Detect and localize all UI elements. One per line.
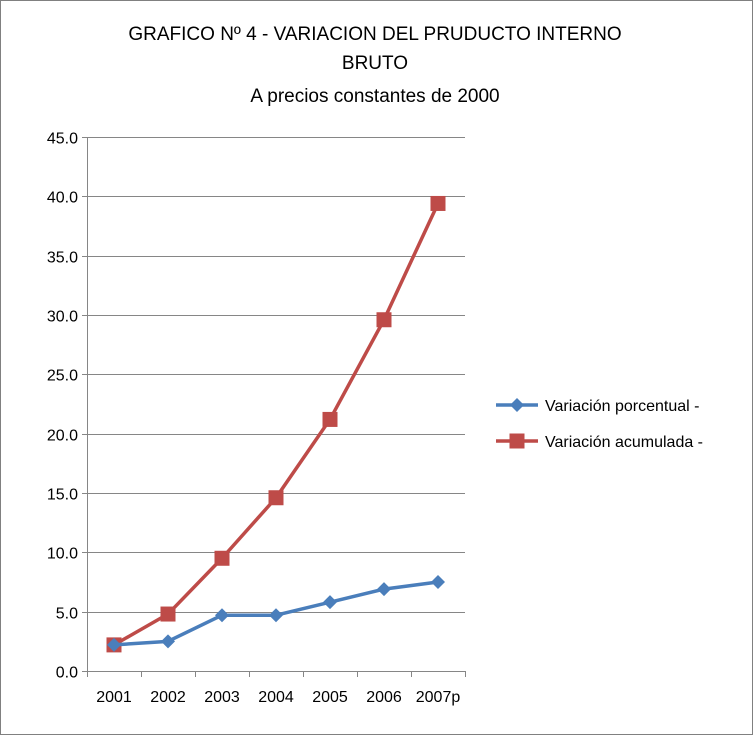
legend-diamond-marker	[510, 398, 524, 412]
x-tick-label: 2006	[366, 689, 402, 706]
data-point-diamond	[215, 608, 229, 623]
chart-title-line-1: GRAFICO Nº 4 - VARIACION DEL PRUDUCTO IN…	[128, 24, 621, 45]
data-point-diamond	[431, 575, 445, 589]
x-tick-label: 2007p	[416, 689, 461, 706]
data-point-square	[268, 490, 284, 506]
y-tick-label: 20.0	[47, 428, 78, 445]
series-line	[113, 202, 440, 647]
data-point-diamond	[107, 637, 121, 652]
series-group	[106, 195, 446, 653]
y-tick-label: 30.0	[47, 309, 78, 326]
y-tick-label: 10.0	[47, 546, 78, 563]
series-variacion-acumulada	[106, 195, 446, 653]
legend-square-marker	[509, 433, 525, 449]
axes: 0.0 5.0 10.0 15.0 20.0 25.0 30.0 35.0 40.0 45.0 20…	[47, 131, 466, 706]
legend-label: Variación porcentual -	[545, 398, 699, 415]
legend-item: Variación porcentual -	[496, 398, 699, 415]
data-point-square	[160, 606, 176, 622]
series-variacion-porcentual	[107, 575, 445, 652]
data-point-diamond	[269, 608, 283, 623]
y-tick-label: 25.0	[47, 368, 78, 385]
data-point-diamond	[323, 595, 337, 610]
x-tick-label: 2004	[258, 689, 294, 706]
data-point-square	[376, 312, 392, 328]
data-point-square	[430, 195, 446, 211]
y-tick-label: 40.0	[47, 190, 78, 207]
x-tick-label: 2001	[96, 689, 132, 706]
x-tick-label: 2003	[204, 689, 240, 706]
data-point-diamond	[161, 634, 175, 649]
y-tick-label: 15.0	[47, 487, 78, 504]
y-tick-label: 45.0	[47, 131, 78, 148]
y-tick-label: 0.0	[56, 665, 78, 682]
y-tick-label: 35.0	[47, 250, 78, 267]
legend-label: Variación acumulada -	[545, 434, 703, 451]
data-point-diamond	[377, 582, 391, 597]
x-tick-label: 2005	[312, 689, 348, 706]
gridlines	[87, 137, 465, 613]
y-tick-label: 5.0	[56, 606, 78, 623]
x-tick-label: 2002	[150, 689, 186, 706]
chart-subtitle: A precios constantes de 2000	[250, 86, 499, 107]
chart-title-line-2: BRUTO	[342, 53, 408, 74]
data-point-square	[214, 550, 230, 566]
legend: Variación porcentual - Variación acumulad…	[496, 398, 703, 451]
legend-item: Variación acumulada -	[496, 433, 703, 451]
data-point-square	[322, 411, 338, 427]
